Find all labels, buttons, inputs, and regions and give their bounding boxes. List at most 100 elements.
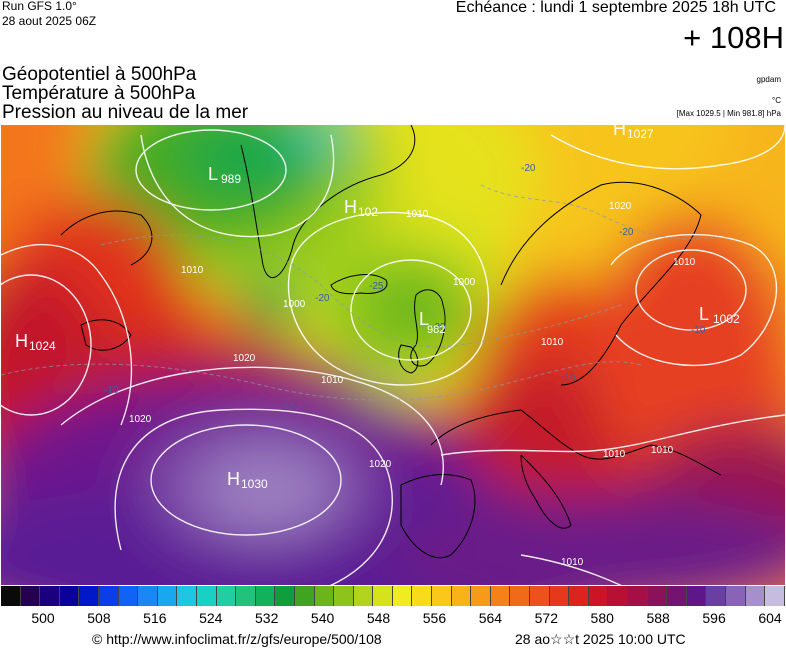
color-scale-swatch: [294, 586, 315, 606]
color-scale-swatch: [510, 586, 531, 606]
temperature-label: -20: [315, 293, 330, 304]
high-center-1024: H 1024: [15, 331, 56, 353]
temperature-label: -20: [521, 163, 536, 174]
run-date: 28 aout 2025 06Z: [2, 14, 97, 28]
color-scale-swatch: [177, 586, 197, 606]
color-scale-swatch: [20, 586, 41, 606]
color-scale-swatch: [706, 586, 726, 606]
isobar-label: 1020: [129, 414, 152, 425]
color-scale-swatch: [275, 586, 295, 606]
weather-map[interactable]: 1020 1020 1020 1010 1010 1010 1010 1010 …: [1, 125, 785, 585]
color-scale-tick-label: 556: [422, 610, 447, 626]
svg-text:1002: 1002: [713, 312, 740, 326]
color-scale-swatch: [647, 586, 668, 606]
color-scale-swatch: [765, 586, 785, 606]
svg-text:L: L: [699, 304, 709, 324]
svg-text:H: H: [613, 125, 626, 139]
color-scale-swatch: [334, 586, 354, 606]
svg-text:L: L: [419, 309, 429, 329]
svg-text:H: H: [227, 469, 240, 489]
low-center-982: L 982: [419, 309, 445, 336]
temperature-label: -20: [619, 227, 634, 238]
low-center-1002: L 1002: [699, 304, 740, 326]
color-scale-swatch: [412, 586, 433, 606]
isobar-label: 1010: [673, 257, 696, 268]
unit-gpdam: gpdam: [756, 75, 781, 84]
color-scale-tick-label: 508: [87, 610, 111, 626]
field-geopotential: Géopotentiel à 500hPa: [2, 64, 197, 85]
color-scale-swatch: [138, 586, 158, 606]
field-temperature: Température à 500hPa: [2, 83, 196, 104]
isobar-label: 1010: [651, 445, 674, 456]
isobar-label: 1010: [561, 557, 584, 568]
svg-text:102: 102: [358, 205, 378, 219]
temperature-label: -10: [104, 385, 119, 396]
high-center-102: H 102: [344, 197, 378, 219]
temperature-label: -10: [691, 325, 706, 336]
pressure-minmax: [Max 1029.5 | Min 981.8] hPa: [676, 109, 781, 118]
low-center-989: L 989: [208, 164, 241, 186]
color-scale-swatch: [588, 586, 609, 606]
color-scale-tick-label: 564: [478, 610, 503, 626]
isobar-label: 1010: [181, 265, 204, 276]
lead-time: + 108H: [683, 20, 784, 55]
high-center-1030: H 1030: [227, 469, 268, 491]
temperature-label: -15: [561, 372, 576, 383]
color-scale-swatch: [118, 586, 139, 606]
color-scale-tick-label: 604: [758, 610, 782, 626]
unit-celsius: °C: [772, 96, 781, 105]
source-url[interactable]: © http://www.infoclimat.fr/z/gfs/europe/…: [92, 631, 382, 647]
isobar-label: 1010: [603, 449, 626, 460]
field-sea-level-pressure: Pression au niveau de la mer: [2, 102, 249, 123]
color-scale-swatch: [353, 586, 374, 606]
color-scale-swatch: [196, 586, 217, 606]
svg-text:989: 989: [221, 172, 241, 186]
isobar-label: 1000: [453, 277, 476, 288]
temperature-labels: -20 -20 -20 -20 -15 -15 -10 -10 -25: [104, 163, 706, 413]
color-scale-swatch: [471, 586, 491, 606]
high-center-1027: H 1027: [613, 125, 654, 141]
color-scale-swatch: [236, 586, 256, 606]
color-scale-swatch: [628, 586, 648, 606]
svg-text:1024: 1024: [29, 339, 56, 353]
color-scale-tick-label: 500: [31, 610, 55, 626]
color-scale-tick-label: 572: [534, 610, 558, 626]
color-scale-swatch: [392, 586, 413, 606]
svg-text:L: L: [208, 164, 218, 184]
color-scale-swatch: [98, 586, 119, 606]
isobars: [1, 125, 785, 585]
color-scale-swatch: [451, 586, 472, 606]
run-title: Run GFS 1.0°: [2, 0, 77, 13]
color-scale-labels: 500 508 516 524 532 540 548 556 564 572 580 588 596 6…: [1, 610, 785, 626]
color-scale-bar: [1, 586, 785, 606]
pressure-centers: H 1030 L 989 L 1002 H 1024 H 1027 H 102 …: [15, 125, 740, 491]
color-scale-swatch: [216, 586, 237, 606]
color-scale-tick-label: 596: [702, 610, 726, 626]
color-scale-swatch: [608, 586, 628, 606]
svg-text:H: H: [15, 331, 28, 351]
color-scale-swatch: [490, 586, 511, 606]
geopotential-field: [1, 125, 785, 585]
color-scale-tick-label: 524: [199, 610, 223, 626]
temperature-isotherms: [1, 184, 722, 401]
color-scale-swatch: [40, 586, 60, 606]
isobar-label: 1010: [541, 337, 564, 348]
svg-text:982: 982: [427, 324, 445, 336]
isobar-labels: 1020 1020 1020 1010 1010 1010 1010 1010 …: [129, 201, 696, 568]
isobar-label: 1010: [321, 375, 344, 386]
color-scale-swatch: [549, 586, 570, 606]
color-scale-swatch: [745, 586, 766, 606]
color-scale-swatch: [79, 586, 99, 606]
isobar-label: 1020: [233, 353, 256, 364]
color-scale-swatch: [530, 586, 550, 606]
isobar-label: 1000: [283, 299, 306, 310]
isobar-label: 1020: [609, 201, 632, 212]
color-scale-swatch: [157, 586, 178, 606]
color-scale-swatch: [1, 586, 21, 606]
isobar-label: 1020: [369, 459, 392, 470]
color-scale-swatch: [569, 586, 589, 606]
temperature-label: -20: [431, 322, 446, 333]
color-scale-tick-label: 540: [310, 610, 335, 626]
color-scale-tick-label: 516: [143, 610, 167, 626]
color-scale-tick-label: 532: [255, 610, 279, 626]
